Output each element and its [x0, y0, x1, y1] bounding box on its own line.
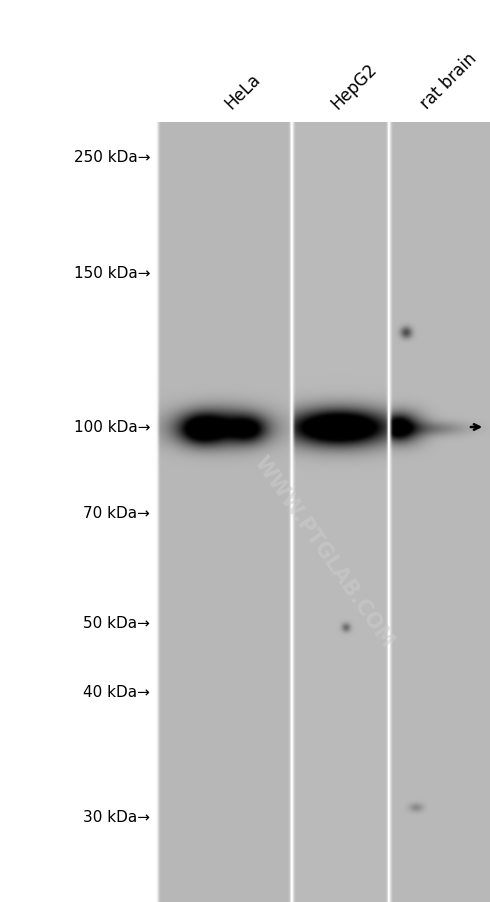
Text: 100 kDa→: 100 kDa→ [74, 420, 150, 435]
Text: 150 kDa→: 150 kDa→ [74, 265, 150, 281]
Text: rat brain: rat brain [417, 50, 481, 113]
Text: 50 kDa→: 50 kDa→ [83, 615, 150, 630]
Text: WWW.PTGLAB.COM: WWW.PTGLAB.COM [250, 452, 398, 650]
Text: HeLa: HeLa [221, 70, 264, 113]
Text: 30 kDa→: 30 kDa→ [83, 810, 150, 824]
Text: 40 kDa→: 40 kDa→ [83, 685, 150, 700]
Text: 70 kDa→: 70 kDa→ [83, 505, 150, 520]
Text: 250 kDa→: 250 kDa→ [74, 151, 150, 165]
Text: HepG2: HepG2 [327, 60, 380, 113]
